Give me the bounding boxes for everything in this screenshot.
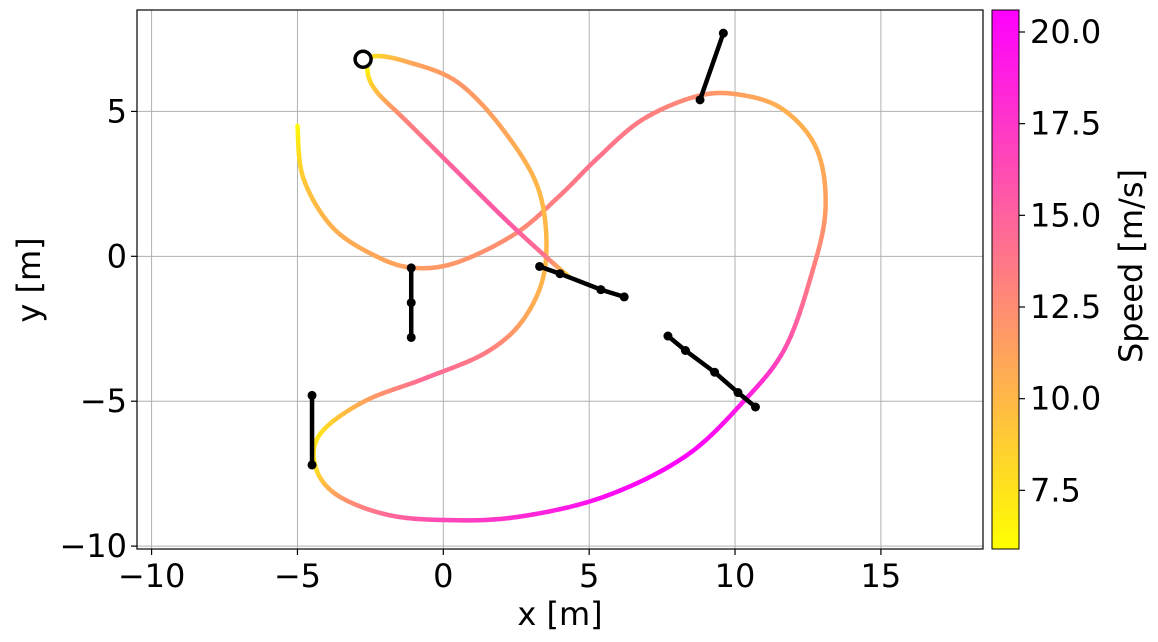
- vector-point: [406, 263, 416, 273]
- vector-point: [535, 261, 545, 271]
- x-tick-label: 10: [715, 557, 756, 595]
- vector-line: [537, 264, 627, 300]
- x-tick-label: 0: [433, 557, 453, 595]
- vector-point: [680, 345, 690, 355]
- x-ticks: −10 −5 0 5 10 15: [118, 549, 901, 595]
- colorbar-frame: [991, 9, 1020, 550]
- colorbar-tick-label: 15.0: [1030, 196, 1101, 234]
- y-axis-label: y [m]: [10, 237, 48, 322]
- vector-point: [307, 390, 317, 400]
- vector-point: [555, 269, 565, 279]
- vectors: [307, 28, 760, 470]
- vector-point: [307, 460, 317, 470]
- vector-line: [697, 30, 726, 103]
- start-marker-group: [353, 49, 373, 70]
- colorbar-tick-label: 12.5: [1030, 288, 1101, 326]
- colorbar-tick-label: 17.5: [1030, 105, 1101, 143]
- y-tick-label: −5: [80, 382, 127, 420]
- x-axis-label: x [m]: [517, 595, 602, 633]
- vector-point: [750, 402, 760, 412]
- colorbar-label: Speed [m/s]: [1112, 169, 1150, 363]
- vector-point: [406, 332, 416, 342]
- x-tick-label: 15: [861, 557, 902, 595]
- vector-point: [663, 331, 673, 341]
- y-tick-label: 5: [107, 92, 127, 130]
- vector-point: [718, 28, 728, 38]
- colorbar: [992, 10, 1019, 549]
- colorbar-ticks: 7.5 10.0 12.5 15.0 17.5 20.0: [1019, 13, 1101, 509]
- colorbar-tick-label: 20.0: [1030, 13, 1101, 51]
- vector-point: [406, 298, 416, 308]
- start-marker: [353, 49, 373, 70]
- colorbar-tick-label: 7.5: [1030, 471, 1081, 509]
- trajectory: [295, 53, 828, 523]
- y-tick-label: −10: [59, 527, 127, 565]
- x-tick-label: 5: [579, 557, 599, 595]
- y-ticks: −10 −5 0 5: [59, 92, 137, 565]
- vector-point: [596, 285, 606, 295]
- y-tick-label: 0: [107, 237, 127, 275]
- x-tick-label: −10: [118, 557, 186, 595]
- x-tick-label: −5: [274, 557, 321, 595]
- grid: [137, 10, 983, 549]
- vector-point: [619, 292, 629, 302]
- plot-frame: [136, 9, 984, 550]
- vector-point: [710, 367, 720, 377]
- vector-point: [733, 388, 743, 398]
- colorbar-tick-label: 10.0: [1030, 380, 1101, 418]
- vector-point: [695, 95, 705, 105]
